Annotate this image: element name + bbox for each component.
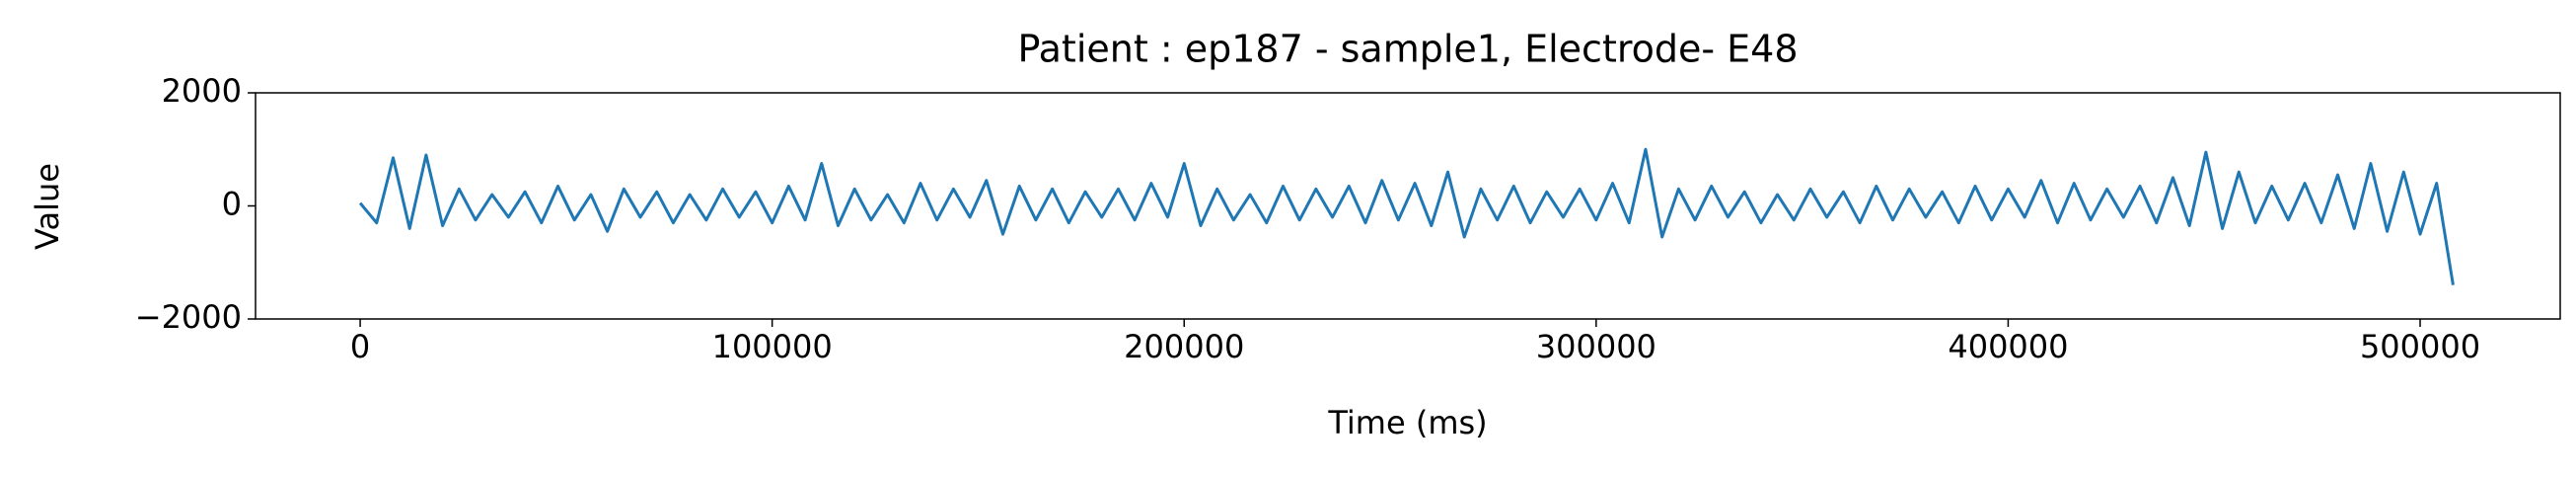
x-tick-label: 100000	[712, 328, 833, 365]
y-tick-label: −2000	[135, 298, 242, 336]
x-axis-label: Time (ms)	[1327, 404, 1487, 441]
y-axis-label: Value	[29, 163, 66, 250]
x-tick-label: 500000	[2360, 328, 2480, 365]
x-tick-label: 400000	[1948, 328, 2068, 365]
chart-title: Patient : ep187 - sample1, Electrode- E4…	[1017, 28, 1798, 71]
signal-line	[358, 147, 2455, 285]
y-tick-label: 2000	[162, 72, 242, 110]
plot-frame	[255, 92, 2561, 320]
y-tick-label: 0	[222, 186, 242, 223]
x-tick-label: 0	[350, 328, 370, 365]
x-tick-label: 300000	[1536, 328, 1656, 365]
x-tick-label: 200000	[1124, 328, 1244, 365]
